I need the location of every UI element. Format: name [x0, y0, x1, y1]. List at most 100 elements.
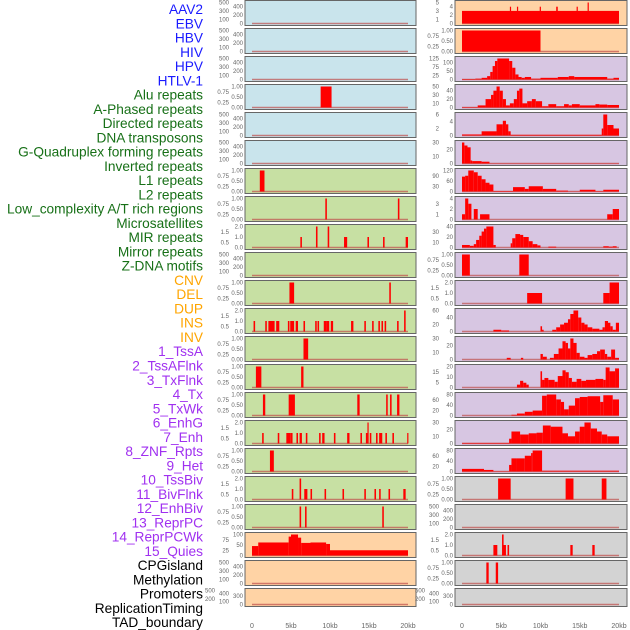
signal-bar	[531, 453, 533, 472]
y-tick-label: 1.00	[231, 365, 243, 371]
y-tick-label: 200	[233, 153, 244, 159]
signal-bar	[607, 214, 613, 220]
signal-bar	[360, 433, 362, 444]
x-tick-label: 5kb	[285, 623, 296, 630]
signal-bar	[462, 254, 470, 276]
signal-bar	[295, 321, 299, 332]
y-tick-label: 500	[219, 57, 230, 63]
signal-bar	[310, 542, 327, 556]
track-label: L1 repeats	[138, 173, 203, 188]
signal-bar	[288, 394, 295, 416]
y-tick-label: 400	[233, 117, 244, 123]
y-tick-label: 400	[219, 591, 230, 597]
signal-bar	[595, 378, 604, 388]
signal-bar	[462, 142, 465, 164]
track-panel: 0.000.250.500.751.00	[217, 364, 417, 392]
y-tick-label: 0.50	[231, 291, 243, 297]
signal-bar	[496, 86, 500, 108]
track-label: HTLV-1	[158, 73, 203, 88]
signal-bar	[465, 198, 469, 220]
y-tick-label: 400	[233, 257, 244, 263]
signal-bar	[567, 348, 571, 360]
y-tick-label: 100	[219, 269, 230, 275]
y-tick-label: 20	[446, 365, 453, 371]
y-tick-label: 200	[205, 597, 216, 603]
signal-bar	[516, 90, 520, 108]
y-tick-label: 500	[219, 253, 230, 259]
signal-bar	[479, 235, 482, 248]
y-tick-label: 0	[450, 442, 454, 448]
x-tick-label: 10kb	[322, 623, 337, 630]
y-tick-label: 80	[446, 393, 453, 399]
track-label: HIV	[180, 45, 204, 60]
track-label: CNV	[174, 273, 204, 288]
panel-background	[244, 0, 417, 26]
y-tick-label: 0.00	[231, 358, 243, 364]
y-tick-label: 0	[450, 603, 454, 609]
signal-bar	[587, 2, 589, 24]
signal-bar	[532, 450, 543, 472]
signal-bar	[486, 562, 489, 584]
signal-bar	[259, 170, 265, 192]
track-panel: 0 10 20 30 40	[432, 224, 628, 252]
signal-bar	[524, 411, 533, 416]
y-tick-label: 40	[446, 89, 453, 95]
signal-bar	[481, 231, 484, 248]
signal-bar	[367, 422, 369, 444]
signal-bar	[516, 458, 525, 472]
signal-bar	[575, 398, 580, 416]
y-tick-label: 50	[446, 69, 453, 75]
track-panel: 0.000.250.500.751.00	[217, 84, 417, 112]
signal-bar	[299, 506, 302, 528]
y-tick-label: 0	[450, 414, 454, 420]
signal-bar	[608, 246, 613, 248]
signal-bar	[268, 321, 272, 332]
y-tick-label: 0	[240, 162, 244, 168]
y-tick-label: 2.0	[235, 421, 244, 427]
y-tick-label: 0.25	[217, 520, 229, 526]
signal-bar	[605, 367, 610, 388]
y-tick-label: 1.00	[231, 281, 243, 287]
signal-bar	[592, 353, 598, 360]
signal-bar	[493, 329, 502, 332]
signal-bar	[477, 105, 486, 108]
panel-background	[244, 364, 417, 390]
signal-bar	[374, 489, 377, 500]
signal-bar	[557, 376, 563, 388]
track-label: 4_Tx	[173, 387, 204, 402]
signal-bar	[252, 546, 259, 556]
signal-bar	[540, 77, 558, 80]
signal-bar	[579, 396, 588, 416]
track-panel: 0.0 0.5 1.0 1.5 2.0	[221, 308, 417, 336]
y-tick-label: 0.00	[231, 302, 243, 308]
signal-bar	[603, 379, 606, 388]
y-tick-label: 400	[233, 61, 244, 67]
signal-bar	[556, 327, 561, 332]
y-tick-label: 500	[219, 561, 230, 567]
signal-bar	[342, 489, 345, 500]
signal-bar	[303, 321, 306, 332]
y-tick-label: 1	[436, 17, 440, 23]
y-tick-label: 300	[219, 37, 230, 43]
signal-bar	[465, 175, 469, 192]
signal-bar	[586, 379, 596, 388]
signal-bar	[269, 450, 274, 472]
y-tick-label: 0	[240, 78, 244, 84]
signal-bar	[382, 506, 384, 528]
signal-bar	[475, 78, 482, 80]
track-panel: 0.0 0.5 1.0 1.5 2.0	[431, 532, 628, 560]
track-label: 11_BivFlnk	[136, 487, 203, 502]
y-tick-label: 1.0	[235, 431, 244, 437]
y-tick-label: 1	[436, 212, 440, 218]
signal-bar	[516, 413, 525, 416]
signal-bar	[493, 190, 514, 192]
signal-bar	[469, 245, 474, 248]
y-tick-label: 100	[219, 577, 230, 583]
track-panel: 0.000.250.500.751.00	[427, 560, 628, 588]
track-panel: 0 10 20 30	[432, 420, 628, 448]
y-tick-label: 125	[429, 57, 440, 63]
y-tick-label: 20	[432, 408, 439, 414]
signal-bar	[305, 506, 307, 528]
